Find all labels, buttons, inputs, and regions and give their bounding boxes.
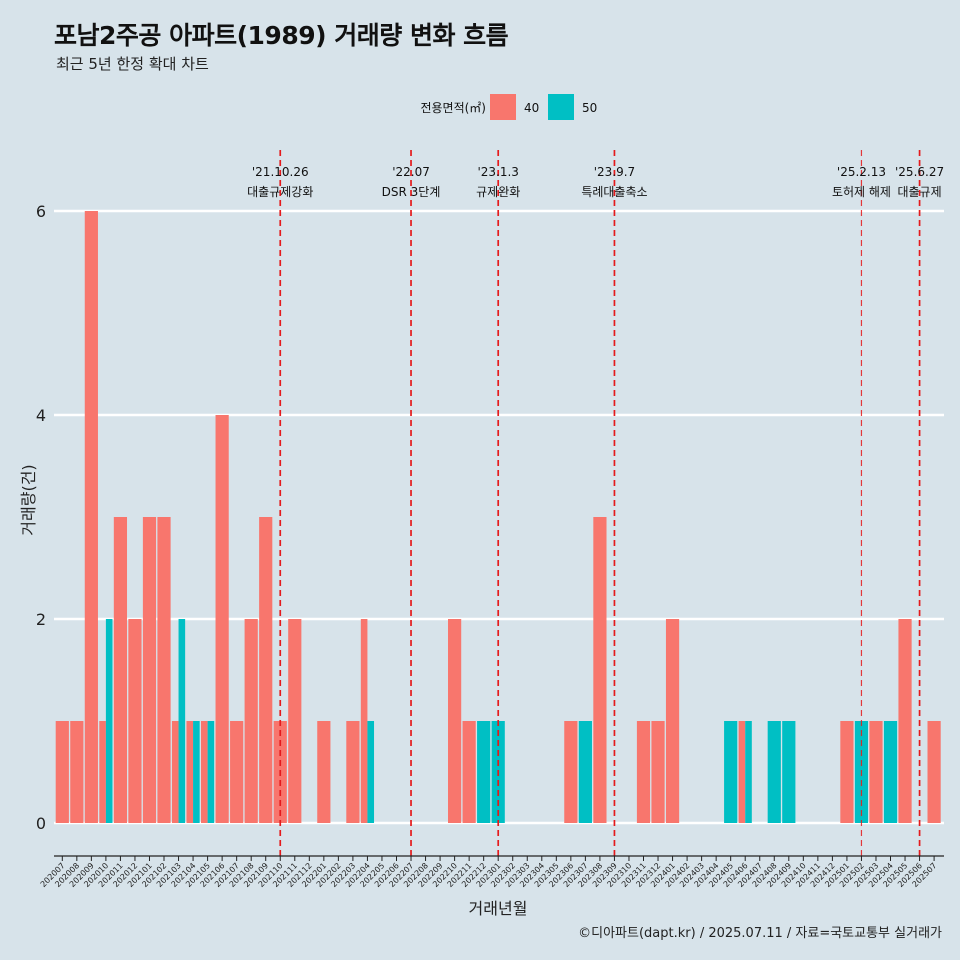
bar-40-202312: [651, 721, 665, 823]
bar-40-202306: [564, 721, 578, 823]
bar-50-202408: [767, 721, 781, 823]
event-label-202301: 규제완화: [476, 185, 520, 199]
bar-50-202010: [105, 619, 113, 823]
y-tick-label-6: 6: [36, 202, 46, 221]
legend-key-50: [548, 94, 574, 120]
legend-title: 전용면적(㎡): [420, 101, 486, 115]
bar-40-202007: [55, 721, 69, 823]
bar-50-202204: [367, 721, 375, 823]
bar-40-202108: [244, 619, 258, 823]
bar-40-202211: [462, 721, 476, 823]
bar-40-202203: [346, 721, 360, 823]
bar-40-202308: [593, 517, 607, 823]
y-tick-label-0: 0: [36, 814, 46, 833]
bar-40-202401: [665, 619, 680, 823]
bar-40-202111: [288, 619, 302, 823]
bar-40-202105: [201, 721, 208, 823]
event-date-202207: '22.07: [392, 165, 430, 179]
bar-50-202406: [745, 721, 752, 823]
bar-40-202201: [317, 721, 331, 823]
legend-label-50: 50: [582, 101, 597, 115]
bar-40-202101: [142, 517, 157, 823]
bar-40-202507: [927, 721, 941, 823]
bar-40-202009: [84, 211, 98, 823]
chart-title: 포남2주공 아파트(1989) 거래량 변화 흐름: [54, 21, 509, 50]
x-axis-title: 거래년월: [469, 899, 528, 918]
event-date-202301: '23.1.3: [477, 165, 518, 179]
legend: 전용면적(㎡) 40 50: [420, 94, 597, 120]
bar-40-202011: [113, 517, 128, 823]
bar-40-202505: [898, 619, 912, 823]
event-date-202506: '25.6.27: [895, 165, 944, 179]
bar-40-202103: [171, 721, 179, 823]
bar-40-202102: [157, 517, 171, 823]
bar-50-202307: [578, 721, 592, 823]
bar-40-202503: [869, 721, 883, 823]
bar-40-202501: [840, 721, 854, 823]
chart-subtitle: 최근 5년 한정 확대 차트: [56, 55, 209, 73]
bar-50-202405: [724, 721, 738, 823]
bar-40-202406: [738, 721, 746, 823]
event-date-202309: '23.9.7: [594, 165, 635, 179]
bar-50-202103: [178, 619, 186, 823]
bar-50-202104: [193, 721, 200, 823]
bars: [55, 211, 941, 823]
bar-40-202109: [259, 517, 273, 823]
axes: 2020072020082020092020102020112020122021…: [39, 855, 944, 889]
event-lines: '21.10.26 대출규제강화 '22.07 DSR 3단계 '23.1.3 규제완화 '…: [247, 150, 944, 858]
y-tick-label-2: 2: [36, 610, 46, 629]
bar-40-202311: [636, 721, 651, 823]
bar-50-202409: [782, 721, 796, 823]
event-label-202506: 대출규제: [897, 185, 941, 199]
legend-label-40: 40: [524, 101, 539, 115]
bar-40-202106: [215, 415, 229, 823]
bar-40-202210: [448, 619, 462, 823]
event-date-202502: '25.2.13: [837, 165, 886, 179]
legend-key-40: [490, 94, 516, 120]
bar-40-202104: [186, 721, 194, 823]
event-label-202207: DSR 3단계: [382, 185, 441, 199]
event-label-202309: 특례대출축소: [581, 185, 647, 199]
bar-50-202212: [477, 721, 491, 823]
event-date-202110: '21.10.26: [252, 165, 309, 179]
bar-40-202204: [360, 619, 368, 823]
source-caption: ©디아파트(dapt.kr) / 2025.07.11 / 자료=국토교통부 실…: [578, 926, 942, 941]
bar-40-202107: [230, 721, 244, 823]
bar-40-202008: [70, 721, 84, 823]
bar-40-202010: [99, 721, 106, 823]
y-axis-title: 거래량(건): [19, 464, 38, 535]
bar-40-202012: [128, 619, 142, 823]
event-label-202502: 토허제 해제: [832, 185, 891, 199]
event-label-202110: 대출규제강화: [247, 185, 313, 199]
bar-50-202105: [207, 721, 215, 823]
y-tick-label-4: 4: [36, 406, 46, 425]
bar-50-202504: [883, 721, 898, 823]
